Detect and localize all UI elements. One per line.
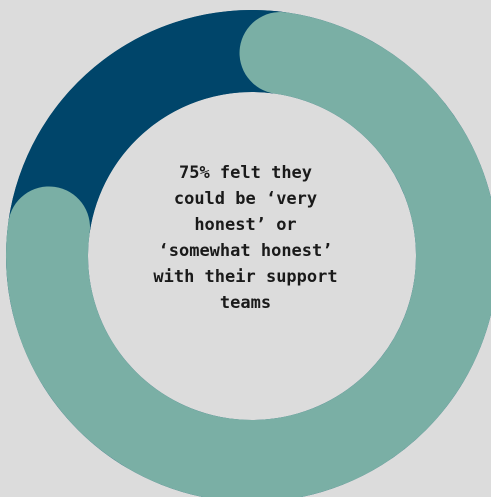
- donut-slice-remainder: [8, 10, 287, 235]
- donut-slice-highlight: [6, 12, 491, 497]
- center-label: 75% felt they could be ‘very honest’ or …: [153, 163, 338, 313]
